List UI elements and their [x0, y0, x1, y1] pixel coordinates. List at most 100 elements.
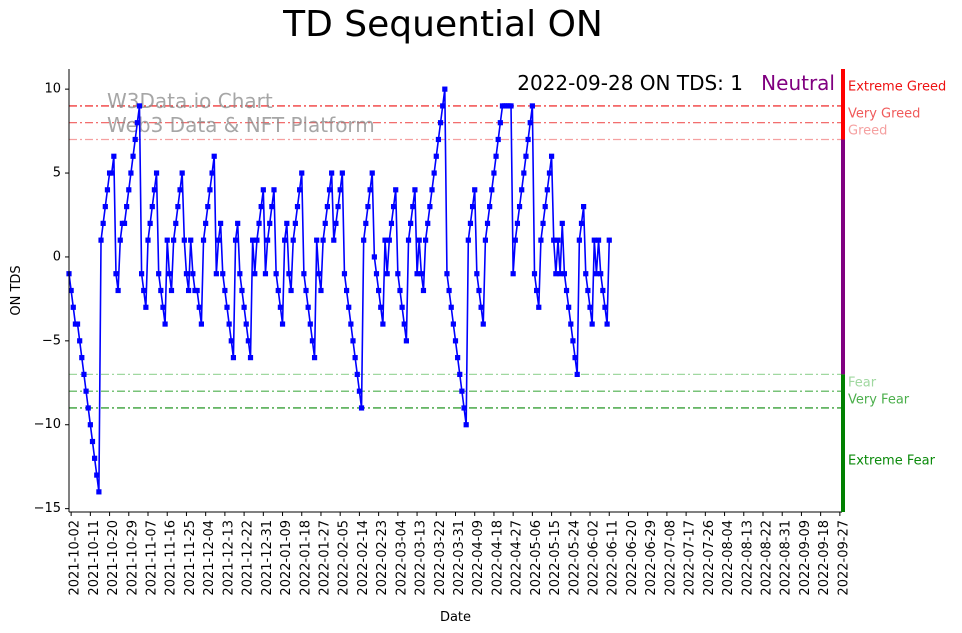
x-tick-label-20: 2022-03-31 [452, 520, 467, 596]
data-point-68 [211, 153, 217, 159]
data-point-220 [536, 304, 542, 310]
data-point-133 [350, 338, 356, 344]
data-point-177 [444, 271, 450, 277]
data-point-111 [303, 287, 309, 294]
data-point-245 [589, 321, 595, 327]
data-point-86 [250, 237, 256, 243]
status-label: Neutral [761, 71, 835, 95]
data-point-207 [508, 103, 514, 109]
data-point-71 [218, 220, 224, 226]
data-point-251 [602, 304, 608, 310]
data-point-56 [185, 287, 192, 294]
data-point-228 [553, 271, 559, 277]
data-point-158 [403, 338, 409, 344]
data-point-10 [87, 422, 93, 428]
data-point-163 [414, 271, 420, 277]
x-tick-label-7: 2021-12-04 [202, 520, 217, 596]
data-point-125 [333, 220, 339, 226]
data-point-117 [316, 271, 322, 277]
zone-segment-1 [841, 139, 845, 375]
data-point-9 [85, 405, 91, 411]
data-point-222 [540, 220, 546, 226]
data-point-159 [405, 237, 412, 243]
y-axis-label: ON TDS [9, 265, 24, 315]
data-point-192 [476, 287, 482, 294]
data-point-21 [111, 153, 117, 159]
data-point-147 [380, 321, 386, 327]
data-point-52 [177, 187, 183, 193]
data-point-79 [235, 220, 241, 226]
data-point-121 [324, 204, 330, 210]
data-point-233 [563, 287, 570, 294]
data-point-211 [516, 204, 523, 210]
data-point-229 [555, 237, 561, 243]
x-tick-label-37: 2022-08-31 [779, 520, 794, 596]
data-point-230 [557, 271, 563, 277]
data-point-166 [420, 287, 427, 294]
data-point-167 [423, 237, 429, 243]
data-point-214 [523, 153, 529, 159]
data-point-164 [416, 237, 422, 243]
data-point-226 [548, 153, 555, 159]
data-point-88 [254, 237, 260, 243]
data-point-112 [305, 304, 311, 310]
data-point-100 [279, 321, 286, 327]
data-point-45 [162, 321, 168, 327]
data-point-18 [104, 187, 111, 193]
data-point-80 [237, 271, 243, 277]
data-point-96 [271, 187, 277, 193]
data-point-215 [525, 136, 531, 143]
data-point-40 [151, 187, 158, 193]
data-point-85 [247, 355, 254, 361]
data-point-174 [437, 120, 444, 126]
threshold-label-1: Very Greed [848, 107, 920, 122]
data-point-39 [149, 204, 155, 210]
data-point-231 [559, 220, 565, 226]
data-point-70 [215, 237, 222, 243]
data-point-134 [352, 355, 358, 361]
data-point-162 [412, 187, 418, 193]
data-point-170 [429, 187, 435, 193]
data-point-74 [224, 304, 230, 310]
data-point-221 [538, 237, 544, 243]
data-point-139 [363, 220, 369, 226]
x-tick-label-2: 2021-10-20 [106, 520, 121, 596]
series-line-0 [68, 89, 611, 492]
x-tick-label-36: 2022-08-22 [759, 520, 774, 596]
data-point-141 [367, 187, 373, 193]
data-point-64 [203, 220, 209, 226]
data-point-89 [256, 220, 262, 226]
data-point-15 [98, 237, 104, 243]
data-point-42 [156, 271, 162, 277]
data-point-118 [318, 287, 324, 294]
data-point-13 [94, 472, 100, 478]
x-tick-label-3: 2021-10-29 [125, 520, 140, 596]
data-point-50 [173, 220, 179, 226]
data-point-194 [480, 321, 486, 327]
data-point-11 [89, 438, 96, 445]
data-point-216 [527, 120, 533, 126]
data-point-178 [446, 287, 452, 294]
data-point-17 [102, 204, 108, 210]
data-point-60 [194, 287, 200, 294]
data-point-218 [531, 271, 538, 277]
data-point-240 [578, 220, 585, 226]
data-point-223 [542, 204, 548, 210]
data-point-186 [463, 422, 469, 428]
x-tick-label-0: 2021-10-02 [68, 520, 83, 596]
data-point-109 [299, 170, 305, 176]
data-point-30 [130, 153, 136, 159]
data-point-77 [230, 355, 237, 361]
threshold-label-4: Very Fear [848, 393, 910, 408]
data-point-202 [497, 120, 503, 126]
x-tick-label-15: 2022-02-14 [356, 520, 371, 596]
data-point-72 [220, 271, 226, 277]
data-point-57 [188, 237, 194, 243]
data-point-114 [309, 338, 316, 344]
data-point-146 [378, 304, 384, 310]
data-point-8 [83, 388, 89, 394]
data-point-253 [606, 237, 612, 243]
data-point-16 [100, 220, 106, 226]
data-point-168 [425, 220, 431, 226]
